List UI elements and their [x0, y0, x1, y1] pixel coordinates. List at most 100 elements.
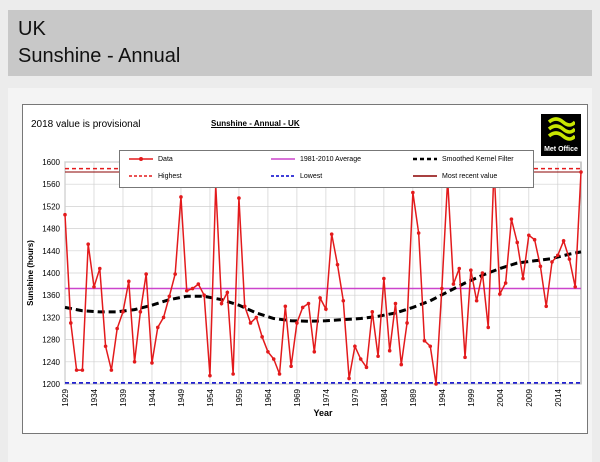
data-point: [138, 310, 143, 314]
x-tick-label: 1949: [177, 388, 186, 406]
x-tick-label: 2004: [496, 388, 505, 406]
x-tick-label: 1929: [61, 388, 70, 406]
y-tick-label: 1600: [42, 158, 60, 167]
data-point: [97, 266, 102, 271]
data-point: [527, 233, 531, 238]
data-point: [393, 301, 398, 306]
data-point: [341, 298, 346, 303]
data-point: [306, 301, 311, 306]
legend-swatch-data: [129, 157, 153, 161]
data-point: [121, 310, 125, 314]
data-point: [219, 301, 224, 306]
chart-title: Sunshine - Annual - UK: [211, 119, 300, 128]
data-point: [289, 364, 293, 369]
y-tick-label: 1320: [42, 313, 60, 322]
chart-panel: 2018 value is provisional Sunshine - Ann…: [8, 88, 592, 462]
provisional-note: 2018 value is provisional: [31, 119, 141, 130]
x-axis-label: Year: [313, 408, 333, 418]
data-point: [74, 368, 79, 372]
y-tick-label: 1400: [42, 269, 60, 278]
data-point: [248, 321, 253, 325]
data-point: [370, 310, 375, 314]
data-point: [173, 272, 177, 276]
data-point: [184, 288, 189, 293]
data-point: [63, 212, 67, 217]
met-office-logo: Met Office: [541, 114, 581, 156]
x-tick-label: 1969: [293, 388, 302, 406]
data-point: [474, 298, 479, 303]
chart-legend: Data 1981-2010 Average Smoothed Kernel F…: [119, 150, 534, 188]
data-point: [387, 348, 392, 353]
y-tick-label: 1480: [42, 225, 60, 234]
y-tick-label: 1360: [42, 291, 60, 300]
legend-item-highest: Highest: [128, 172, 182, 180]
data-point: [179, 195, 183, 199]
data-point: [150, 361, 154, 365]
data-point: [190, 286, 195, 291]
data-point: [503, 281, 508, 285]
page-header: UK Sunshine - Annual: [8, 10, 592, 76]
data-point: [469, 268, 473, 273]
x-tick-label: 2009: [525, 388, 534, 406]
data-point: [68, 321, 73, 325]
data-point: [405, 321, 409, 325]
legend-item-data: Data: [128, 155, 173, 163]
y-tick-label: 1280: [42, 336, 60, 345]
data-point: [463, 355, 467, 360]
data-point: [486, 325, 491, 330]
data-point: [86, 242, 90, 246]
data-point: [329, 232, 334, 236]
data-point: [242, 304, 247, 309]
data-point: [312, 350, 317, 354]
data-point: [225, 290, 230, 295]
x-tick-label: 2014: [554, 388, 563, 406]
data-point: [103, 344, 108, 349]
data-point: [196, 282, 201, 286]
x-tick-label: 1979: [351, 388, 360, 406]
data-point: [237, 196, 241, 200]
x-tick-label: 1959: [235, 388, 244, 406]
x-tick-label: 1994: [438, 388, 447, 406]
legend-swatch-recent: [413, 175, 437, 177]
data-point: [318, 296, 322, 300]
data-point: [266, 350, 270, 354]
data-point: [515, 240, 520, 245]
legend-label-data: Data: [158, 155, 173, 163]
legend-label-lowest: Lowest: [300, 172, 323, 180]
data-point: [579, 170, 583, 174]
data-point: [428, 344, 433, 349]
region-title: UK: [18, 18, 46, 40]
page-subtitle: Sunshine - Annual: [18, 45, 181, 67]
data-point: [271, 357, 276, 361]
data-point: [376, 354, 380, 359]
data-point: [208, 373, 212, 378]
data-point: [358, 357, 363, 361]
data-point: [109, 368, 114, 372]
data-point: [556, 253, 560, 258]
data-point: [167, 294, 172, 299]
y-tick-label: 1520: [42, 202, 60, 211]
legend-swatch-smoothed: [413, 157, 437, 161]
y-tick-label: 1200: [42, 380, 60, 389]
legend-label-average: 1981-2010 Average: [300, 155, 361, 163]
x-tick-label: 1984: [380, 388, 389, 406]
data-point: [202, 293, 206, 297]
data-point: [155, 325, 160, 330]
data-point: [347, 376, 351, 381]
data-line: [64, 167, 582, 385]
data-point: [115, 326, 119, 331]
data-point: [573, 285, 578, 289]
y-tick-label: 1560: [42, 180, 60, 189]
data-point: [277, 372, 282, 376]
data-point: [144, 272, 148, 276]
legend-label-recent: Most recent value: [442, 172, 498, 180]
data-point: [521, 276, 525, 281]
data-point: [300, 305, 305, 310]
data-point: [80, 368, 85, 372]
legend-item-smoothed: Smoothed Kernel Filter: [412, 155, 514, 163]
data-point: [231, 372, 235, 376]
legend-item-recent: Most recent value: [412, 172, 497, 180]
data-point: [324, 307, 328, 311]
data-point: [399, 362, 404, 367]
data-point: [451, 282, 456, 286]
